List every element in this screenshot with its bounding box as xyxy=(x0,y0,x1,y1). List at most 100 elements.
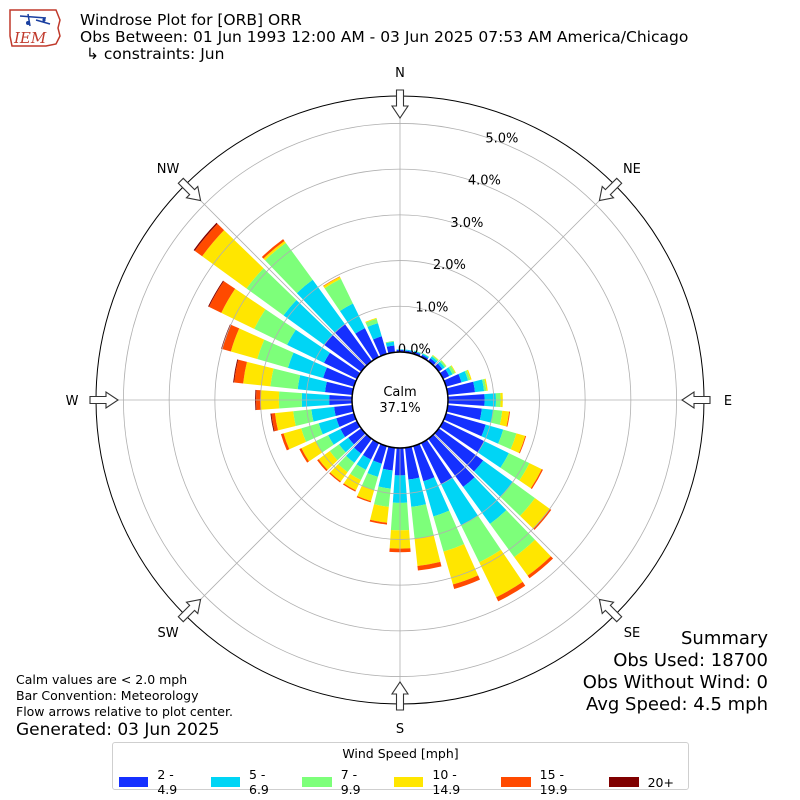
windrose-bar-segment xyxy=(373,443,387,464)
radial-tick-label: 4.0% xyxy=(468,174,501,189)
flow-arrow-icon xyxy=(177,598,202,623)
windrose-bar-segment xyxy=(367,323,382,340)
flow-arrow-icon xyxy=(390,89,410,119)
windrose-bar-segment xyxy=(338,455,355,473)
direction-label: W xyxy=(66,394,79,409)
flow-arrow-shape xyxy=(177,177,202,202)
windrose-bar-segment xyxy=(439,421,485,453)
windrose-bar-segment xyxy=(330,464,348,482)
windrose-bar-segment xyxy=(287,329,330,363)
windrose-bar-segment xyxy=(323,367,357,387)
windrose-bar-segment xyxy=(324,278,353,311)
windrose-bar-segment xyxy=(230,328,265,360)
windrose-bar-segment xyxy=(353,434,372,454)
windrose-bar-segment xyxy=(421,354,429,361)
windrose-bar-segment xyxy=(271,413,279,432)
flow-arrow-shape xyxy=(598,177,623,202)
grid-spoke xyxy=(184,433,367,616)
flow-arrow-shape xyxy=(89,390,119,410)
flow-arrow-icon xyxy=(89,390,119,410)
windrose-bar-segment xyxy=(385,341,395,347)
windrose-bar-segment xyxy=(496,581,526,602)
iem-logo-graphic: IEM xyxy=(9,9,61,47)
windrose-bar-segment xyxy=(374,486,391,507)
windrose-bar-segment xyxy=(386,345,395,354)
direction-label: NW xyxy=(157,162,180,177)
windrose-bar-segment xyxy=(519,435,527,454)
windrose-bar-segment xyxy=(315,435,334,453)
windrose-bar-segment xyxy=(233,359,239,383)
flow-arrow-shape xyxy=(177,598,202,623)
legend-items: 2 - 4.9 5 - 6.9 7 - 9.9 10 - 14.9 15 - 19.9 2… xyxy=(119,767,688,797)
windrose-bar-segment xyxy=(443,373,462,387)
windrose-bar-segment xyxy=(362,439,379,460)
radial-tick-label: 5.0% xyxy=(485,131,518,146)
windrose-bar-segment xyxy=(441,477,478,526)
windrose-bar-segment xyxy=(431,355,439,362)
windrose-bar-segment xyxy=(323,276,340,287)
direction-label: SE xyxy=(624,626,640,641)
direction-labels: N NE E SE S SW W NW xyxy=(66,66,733,737)
windrose-bar-segment xyxy=(357,485,375,502)
windrose-bar-segment xyxy=(421,439,453,485)
windrose-bar-segment xyxy=(428,358,436,366)
windrose-bar-segment xyxy=(334,324,372,366)
chart-title: Windrose Plot for [ORB] ORR xyxy=(80,11,302,29)
windrose-bar-segment xyxy=(445,367,453,376)
windrose-bar-segment xyxy=(385,340,394,344)
windrose-bar-segment xyxy=(413,443,435,482)
windrose-bar-segment xyxy=(499,410,510,427)
legend: Wind Speed [mph] 2 - 4.9 5 - 6.9 7 - 9.9 10… xyxy=(112,742,689,797)
windrose-bar-segment xyxy=(342,483,356,492)
windrose-bar-segment xyxy=(350,464,366,481)
generated-date: Generated: 03 Jun 2025 xyxy=(16,720,220,740)
flow-arrow-shape xyxy=(390,89,410,119)
windrose-bar-segment xyxy=(432,354,439,361)
windrose-bar-segment xyxy=(293,409,314,426)
windrose-bar-segment xyxy=(446,381,476,395)
windrose-bar-segment xyxy=(411,504,434,539)
legend-swatch xyxy=(394,777,424,787)
windrose-bar-segment xyxy=(194,223,225,257)
windrose-bar-segment xyxy=(433,510,465,552)
windrose-bar-segment xyxy=(340,421,361,438)
calm-label: Calm xyxy=(383,385,416,400)
notes: Calm values are < 2.0 mph Bar Convention… xyxy=(16,672,233,720)
legend-item: 7 - 9.9 xyxy=(302,767,380,797)
windrose-bar-segment xyxy=(450,365,456,374)
legend-label: 10 - 14.9 xyxy=(432,767,461,797)
windrose-bar-segment xyxy=(356,454,371,470)
legend-swatch xyxy=(210,777,240,787)
windrose-bar-segment xyxy=(280,433,290,451)
legend-item: 2 - 4.9 xyxy=(119,767,197,797)
windrose-bar-segment xyxy=(533,508,552,530)
windrose-bar-segment xyxy=(414,535,441,566)
calm-note: Calm values are < 2.0 mph xyxy=(16,672,188,687)
constraints: ↳ constraints: Jun xyxy=(86,45,225,63)
grid-spoke xyxy=(433,433,616,616)
legend-swatch xyxy=(302,777,332,787)
windrose-bar-segment xyxy=(301,441,323,462)
logo-text: IEM xyxy=(13,29,47,47)
title-block: Windrose Plot for [ORB] ORR Obs Between:… xyxy=(80,12,688,63)
windrose-bar-segment xyxy=(328,429,346,445)
direction-label: NE xyxy=(623,162,641,177)
windrose-bar-segment xyxy=(464,370,471,381)
flow-arrow-icon xyxy=(390,681,410,711)
windrose-bar-segment xyxy=(261,239,285,259)
flow-arrow-shape xyxy=(681,390,711,410)
windrose-bar-segment xyxy=(479,408,494,423)
summary: Summary Obs Used: 18700 Obs Without Wind… xyxy=(583,628,768,716)
flow-arrow-icon xyxy=(598,177,623,202)
obs-without-wind: Obs Without Wind: 0 xyxy=(582,672,768,693)
windrose-bar-segment xyxy=(222,324,240,352)
legend-label: 7 - 9.9 xyxy=(340,767,361,797)
windrose-bar-segment xyxy=(437,361,445,370)
windrose-bar-segment xyxy=(323,352,361,379)
windrose-bar-segment xyxy=(466,369,472,380)
windrose-bars xyxy=(193,222,554,602)
windrose-bar-segment xyxy=(473,379,485,393)
windrose-bar-segment xyxy=(336,413,357,427)
windrose-bar-segment xyxy=(365,317,377,323)
